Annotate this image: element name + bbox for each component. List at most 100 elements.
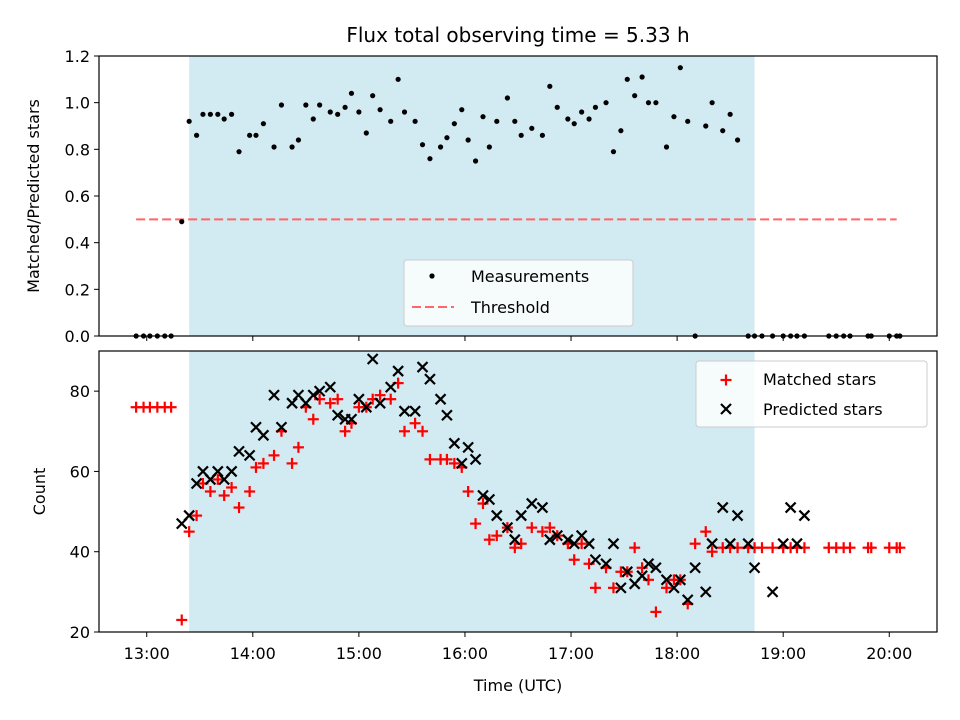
predicted-star-point bbox=[544, 533, 556, 546]
matched-star-point bbox=[286, 457, 298, 469]
predicted-star-point bbox=[225, 465, 238, 478]
top-legend: Measurements Threshold bbox=[403, 259, 634, 327]
bottom-y-tick-label: 40 bbox=[70, 543, 90, 562]
predicted-star-point bbox=[331, 409, 344, 422]
matched-star-point bbox=[689, 538, 701, 550]
measurement-point bbox=[618, 128, 624, 134]
measurement-point bbox=[207, 111, 213, 117]
measurement-point bbox=[565, 116, 571, 122]
matched-star-point bbox=[233, 502, 245, 514]
measurement-point bbox=[295, 137, 302, 143]
predicted-star-points bbox=[175, 353, 811, 606]
matched-star-point bbox=[292, 441, 304, 453]
measurement-point bbox=[356, 109, 362, 115]
measurement-point bbox=[486, 144, 492, 150]
measurement-point bbox=[653, 100, 659, 106]
x-tick-label: 13:00 bbox=[124, 644, 170, 663]
matched-star-point bbox=[212, 473, 224, 485]
chart-title: Flux total observing time = 5.33 h bbox=[346, 23, 689, 47]
matched-star-point bbox=[865, 542, 877, 554]
predicted-star-point bbox=[536, 501, 549, 514]
predicted-star-point bbox=[600, 557, 612, 570]
matched-star-point bbox=[398, 425, 410, 437]
measurement-point bbox=[465, 137, 471, 143]
predicted-star-point bbox=[392, 365, 404, 377]
bottom-y-tick-label: 80 bbox=[70, 382, 90, 401]
bottom-legend: Matched stars Predicted stars bbox=[695, 360, 928, 428]
matched-star-point bbox=[607, 582, 619, 594]
measurement-point bbox=[228, 111, 235, 117]
matched-star-point bbox=[544, 522, 556, 534]
predicted-star-point bbox=[416, 361, 429, 373]
x-axis-label: Time (UTC) bbox=[473, 676, 562, 695]
predicted-star-point bbox=[724, 537, 736, 550]
measurement-point bbox=[632, 93, 638, 99]
measurement-point bbox=[271, 144, 277, 150]
predicted-star-point bbox=[257, 429, 270, 442]
predicted-star-point bbox=[526, 497, 538, 510]
predicted-star-point bbox=[689, 561, 701, 574]
matched-star-point bbox=[661, 582, 673, 594]
top-y-tick-label: 0.6 bbox=[65, 187, 90, 206]
top-y-axis-label: Matched/Predicted stars bbox=[24, 99, 43, 293]
matched-star-point bbox=[448, 457, 460, 469]
matched-star-point bbox=[706, 546, 718, 558]
predicted-star-point bbox=[243, 449, 256, 462]
measurement-point bbox=[221, 116, 227, 122]
measurement-point bbox=[480, 114, 486, 120]
measurement-point bbox=[278, 102, 285, 108]
predicted-star-point bbox=[233, 445, 245, 458]
predicted-star-point bbox=[748, 561, 761, 574]
predicted-star-point bbox=[448, 437, 461, 450]
legend-dot-icon bbox=[429, 273, 435, 279]
legend-entry-matched-stars: Matched stars bbox=[763, 370, 876, 389]
matched-star-point bbox=[374, 389, 386, 401]
matched-star-point bbox=[650, 606, 662, 618]
measurement-point bbox=[610, 149, 617, 155]
measurement-point bbox=[193, 132, 200, 138]
predicted-star-point bbox=[462, 441, 474, 454]
predicted-star-point bbox=[469, 453, 482, 466]
predicted-star-point bbox=[360, 401, 373, 413]
matched-star-point bbox=[257, 457, 269, 469]
matched-star-point bbox=[191, 510, 203, 522]
matched-star-point bbox=[226, 481, 238, 493]
legend-plus-mark bbox=[720, 374, 732, 386]
measurement-point bbox=[685, 118, 691, 124]
top-y-tick-label: 0.8 bbox=[65, 140, 90, 159]
predicted-star-point bbox=[589, 553, 602, 566]
predicted-star-point bbox=[268, 389, 280, 401]
predicted-star-point bbox=[674, 574, 687, 586]
x-tick-label: 18:00 bbox=[654, 644, 700, 663]
matched-star-point bbox=[536, 526, 548, 538]
predicted-star-point bbox=[212, 465, 224, 478]
x-tick-label: 19:00 bbox=[760, 644, 806, 663]
matched-star-point bbox=[324, 397, 336, 409]
predicted-star-point bbox=[716, 501, 729, 514]
measurement-point bbox=[727, 111, 733, 117]
measurement-point bbox=[571, 121, 577, 127]
measurement-point bbox=[677, 65, 683, 71]
bottom-x-ticks: 13:00 14:00 15:00 16:00 17:00 18:00 19:00 20:00 bbox=[124, 632, 912, 663]
predicted-star-point bbox=[621, 566, 634, 578]
predicted-star-point bbox=[409, 405, 421, 417]
x-tick-label: 17:00 bbox=[548, 644, 594, 663]
top-y-tick-label: 1.2 bbox=[65, 47, 90, 66]
predicted-star-point bbox=[190, 477, 203, 490]
predicted-star-point bbox=[583, 537, 595, 550]
measurement-point bbox=[303, 102, 309, 108]
top-y-tick-label: 0.4 bbox=[65, 234, 90, 253]
matched-star-point bbox=[894, 542, 906, 554]
predicted-star-point bbox=[424, 373, 436, 385]
predicted-star-point bbox=[607, 537, 620, 550]
measurement-point bbox=[645, 100, 652, 106]
measurement-point bbox=[512, 118, 518, 124]
measurement-point bbox=[529, 125, 535, 131]
top-y-tick-label: 1.0 bbox=[65, 94, 90, 113]
predicted-star-point bbox=[681, 594, 694, 606]
matched-star-point bbox=[441, 453, 453, 465]
measurement-points bbox=[133, 65, 903, 339]
predicted-star-point bbox=[777, 537, 789, 550]
predicted-star-point bbox=[398, 405, 411, 417]
